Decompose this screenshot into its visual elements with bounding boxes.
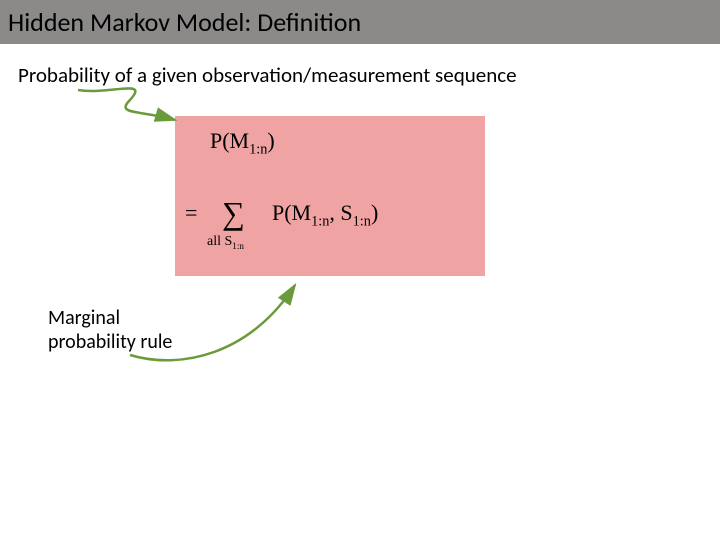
rhs-sub1: 1:n bbox=[311, 213, 329, 229]
formula-sigma: ∑ bbox=[222, 195, 245, 232]
formula-prob-m: P(M1:n) bbox=[210, 128, 275, 158]
marginal-line2: probability rule bbox=[48, 330, 172, 354]
formula-text: P(M bbox=[210, 128, 249, 153]
formula-joint-prob: P(M1:n, S1:n) bbox=[272, 200, 378, 230]
formula-equals: = bbox=[185, 200, 197, 226]
arrow-top-squiggle bbox=[78, 88, 175, 120]
rhs-close: ) bbox=[371, 200, 378, 225]
slide-title: Hidden Markov Model: Definition bbox=[8, 6, 361, 38]
formula-sum-range: all S1:n bbox=[207, 234, 244, 251]
slide-subtitle: Probability of a given observation/measu… bbox=[18, 62, 517, 88]
formula-subscript: 1:n bbox=[249, 141, 267, 157]
sum-label-text: all S bbox=[207, 234, 232, 249]
rhs-p: P(M bbox=[272, 200, 311, 225]
marginal-rule-label: Marginal probability rule bbox=[48, 306, 172, 354]
formula-close: ) bbox=[267, 128, 274, 153]
sum-label-sub: 1:n bbox=[232, 241, 244, 251]
marginal-line1: Marginal bbox=[48, 306, 172, 330]
rhs-sub2: 1:n bbox=[353, 213, 371, 229]
rhs-mid: , S bbox=[329, 200, 352, 225]
title-bar: Hidden Markov Model: Definition bbox=[0, 0, 720, 44]
